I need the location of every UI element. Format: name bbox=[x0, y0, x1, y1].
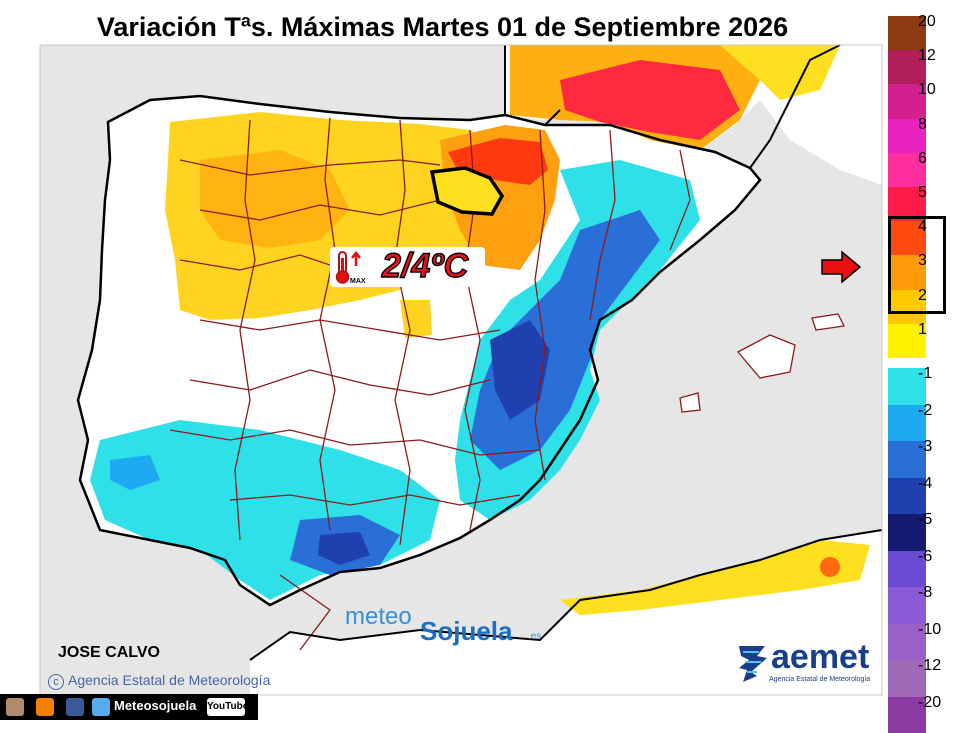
brand-domain: .es bbox=[528, 631, 541, 642]
highlight-range-label: 2/4ºC bbox=[382, 247, 469, 286]
legend-label: -4 bbox=[918, 476, 948, 492]
author-name: JOSE CALVO bbox=[58, 644, 160, 662]
legend-label: -1 bbox=[918, 366, 948, 382]
red-arrow-icon bbox=[820, 250, 862, 289]
legend-label: 1 bbox=[918, 322, 948, 338]
legend-label: -3 bbox=[918, 439, 948, 455]
aemet-credit-text: Agencia Estatal de Meteorología bbox=[68, 672, 270, 688]
legend-highlight-box bbox=[888, 216, 946, 314]
legend-label: 8 bbox=[918, 117, 948, 133]
blogger-icon[interactable] bbox=[36, 698, 54, 716]
legend-label: 6 bbox=[918, 151, 948, 167]
facebook-icon[interactable] bbox=[66, 698, 84, 716]
legend-label: -8 bbox=[918, 585, 948, 601]
social-bar: Meteosojuela YouTube bbox=[0, 694, 258, 720]
twitter-icon[interactable] bbox=[92, 698, 110, 716]
legend-label: -20 bbox=[918, 695, 948, 711]
legend-label: 5 bbox=[918, 185, 948, 201]
brand-sojuela: Sojuela bbox=[420, 616, 512, 647]
legend-label: -12 bbox=[918, 658, 948, 674]
legend-label: -10 bbox=[918, 622, 948, 638]
aemet-subtitle: Agencia Estatal de Meteorología bbox=[769, 676, 870, 683]
thermometer-icon: MAX bbox=[334, 250, 382, 291]
thermometer-max-label: MAX bbox=[350, 278, 366, 285]
social-handle[interactable]: Meteosojuela bbox=[114, 698, 196, 713]
brand-meteo: meteo bbox=[345, 603, 412, 630]
legend-label: 12 bbox=[918, 48, 948, 64]
legend-label: -6 bbox=[918, 549, 948, 565]
aemet-logo: aemet Agencia Estatal de Meteorología bbox=[737, 642, 771, 689]
warm-africa-spot bbox=[820, 557, 840, 577]
legend-label: -2 bbox=[918, 403, 948, 419]
meteosojuela-watermark: meteo Sojuela .es bbox=[345, 603, 412, 631]
aemet-name: aemet bbox=[771, 638, 869, 677]
aemet-logo-icon bbox=[737, 642, 771, 684]
instagram-icon[interactable] bbox=[6, 698, 24, 716]
legend-label: 10 bbox=[918, 82, 948, 98]
map-title: Variación Tªs. Máximas Martes 01 de Sept… bbox=[0, 12, 885, 43]
copyright-icon: c bbox=[48, 674, 64, 690]
legend-label: -5 bbox=[918, 512, 948, 528]
youtube-icon[interactable]: YouTube bbox=[207, 698, 245, 716]
legend-label: 20 bbox=[918, 14, 948, 30]
